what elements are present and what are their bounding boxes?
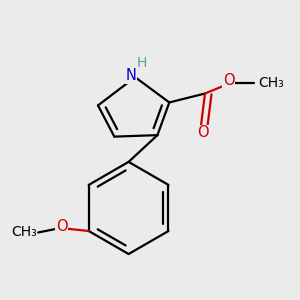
Text: N: N <box>125 68 136 83</box>
Text: O: O <box>223 73 235 88</box>
Text: CH₃: CH₃ <box>11 226 37 239</box>
Text: O: O <box>197 125 209 140</box>
Text: CH₃: CH₃ <box>259 76 284 90</box>
Text: H: H <box>136 56 147 70</box>
Text: O: O <box>56 219 68 234</box>
